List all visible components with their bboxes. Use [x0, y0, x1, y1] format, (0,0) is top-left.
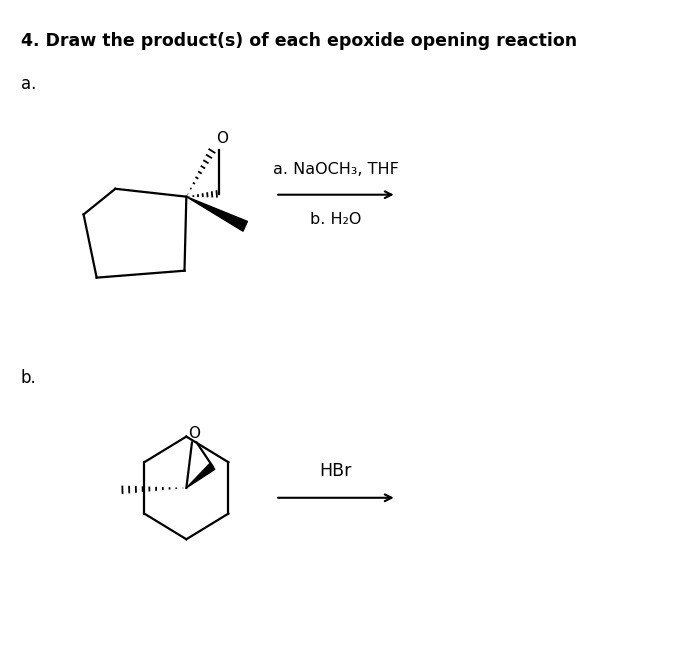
Text: O: O [216, 131, 228, 146]
Text: 4. Draw the product(s) of each epoxide opening reaction: 4. Draw the product(s) of each epoxide o… [21, 32, 577, 50]
Text: b.: b. [21, 370, 36, 387]
Text: HBr: HBr [320, 462, 352, 480]
Text: O: O [188, 426, 200, 441]
Text: b. H₂O: b. H₂O [310, 213, 361, 228]
Text: a. NaOCH₃, THF: a. NaOCH₃, THF [273, 162, 399, 177]
Polygon shape [186, 463, 215, 488]
Polygon shape [186, 197, 248, 231]
Text: a.: a. [21, 75, 36, 93]
